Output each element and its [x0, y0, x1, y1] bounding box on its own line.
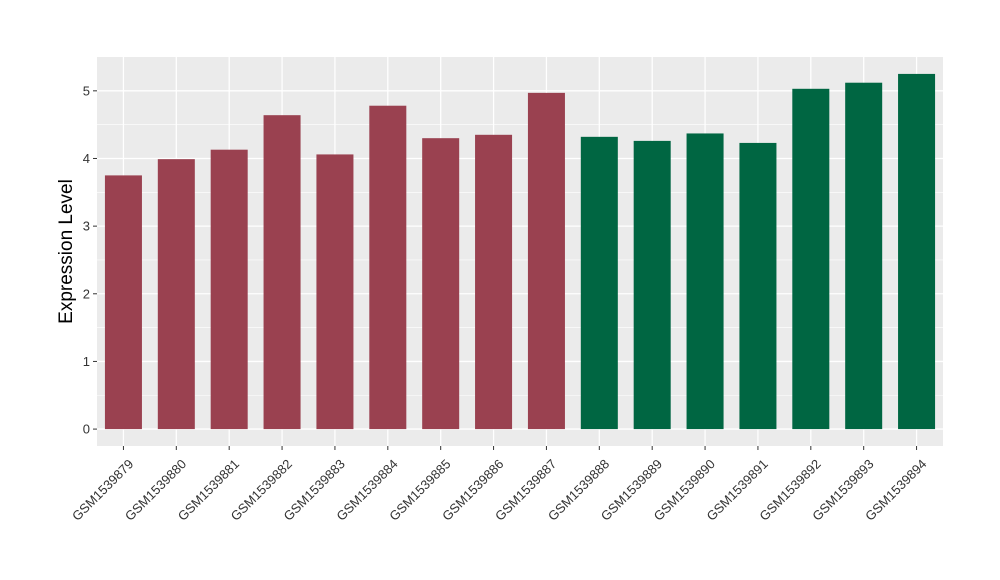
bar-GSM1539879 [104, 175, 142, 430]
y-tick-label: 2 [83, 286, 90, 301]
bar-GSM1539892 [792, 88, 830, 430]
y-tick-label: 4 [83, 151, 90, 166]
bar-GSM1539886 [475, 134, 513, 430]
bar-GSM1539880 [157, 159, 195, 430]
bar-GSM1539890 [686, 133, 724, 430]
bar-GSM1539883 [316, 154, 354, 430]
bar-GSM1539887 [527, 92, 565, 430]
bar-GSM1539894 [898, 73, 936, 430]
bar-GSM1539881 [210, 149, 248, 430]
bar-GSM1539891 [739, 142, 777, 430]
bar-GSM1539882 [263, 115, 301, 430]
x-axis: GSM1539879GSM1539880GSM1539881GSM1539882… [69, 446, 929, 524]
y-axis-title: Expression Level [56, 179, 77, 324]
bar-GSM1539884 [369, 105, 407, 430]
bar-GSM1539888 [580, 136, 618, 430]
bar-GSM1539889 [633, 140, 671, 430]
y-tick-label: 5 [83, 83, 90, 98]
y-tick-label: 3 [83, 219, 90, 234]
y-tick-label: 1 [83, 354, 90, 369]
bar-GSM1539893 [845, 82, 883, 430]
bars [104, 73, 936, 430]
bar-GSM1539885 [422, 138, 460, 430]
y-axis: 0 1 2 3 4 5 [83, 83, 97, 437]
y-tick-label: 0 [83, 422, 90, 437]
